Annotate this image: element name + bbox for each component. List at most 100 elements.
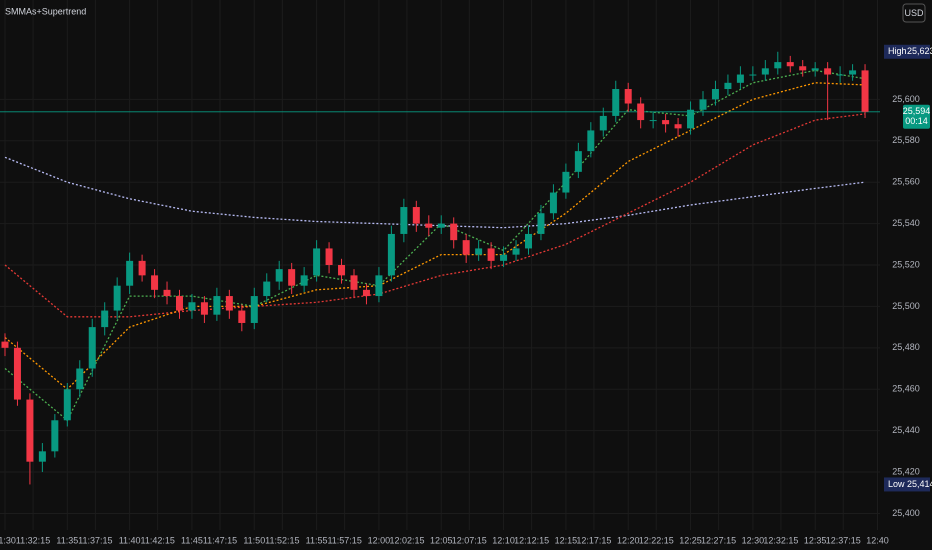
y-tick-label: 25,420 (892, 466, 920, 476)
x-tick-label: 12:17:15 (576, 535, 611, 545)
candle-body (1, 341, 9, 348)
x-tick-label: 11:30 (0, 535, 16, 545)
candle-body (300, 275, 308, 286)
candle-body (724, 82, 732, 90)
candle-body (362, 289, 370, 297)
y-tick-label: 25,560 (892, 177, 920, 187)
candle-body (811, 68, 819, 71)
candle-body (225, 296, 233, 311)
x-tick-label: 12:32:15 (763, 535, 798, 545)
last-price-box (903, 104, 930, 129)
candle-body (126, 260, 134, 286)
candle-body (313, 248, 321, 276)
candle-body (462, 240, 470, 255)
candle-body (662, 120, 670, 125)
candle-body (38, 451, 46, 462)
candle-body (624, 89, 632, 104)
low-marker-value: 25,414 (907, 479, 932, 489)
candle-body (400, 207, 408, 234)
candle-body (188, 302, 196, 311)
candle-body (437, 223, 445, 228)
x-tick-label: 11:37:15 (78, 535, 112, 545)
candle-body (537, 213, 545, 234)
x-tick-label: 11:42:15 (140, 535, 174, 545)
high-marker-value: 25,623 (907, 46, 932, 56)
y-tick-label: 25,400 (892, 508, 920, 518)
candle-body (425, 223, 433, 228)
y-tick-label: 25,480 (892, 342, 920, 352)
candle-body (500, 254, 508, 261)
candle-body (412, 207, 420, 224)
x-tick-label: 12:02:15 (389, 535, 424, 545)
candle-body (338, 265, 346, 276)
candle-body (288, 269, 296, 286)
indicator-line (4, 69, 866, 422)
candle-body (687, 109, 695, 129)
candle-body (711, 89, 719, 100)
candle-body (574, 151, 582, 172)
candle-body (151, 275, 159, 290)
candle-body (450, 223, 458, 241)
candle-body (637, 103, 645, 121)
candle-body (26, 399, 34, 462)
candle-body (524, 233, 532, 249)
last-price-countdown: 00:14 (905, 116, 928, 126)
x-tick-label: 12:10 (492, 535, 515, 545)
y-tick-label: 25,460 (892, 384, 920, 394)
candle-body (88, 327, 96, 369)
candle-body (63, 389, 71, 421)
y-tick-label: 25,540 (892, 218, 920, 228)
high-marker-box (884, 44, 930, 59)
x-tick-label: 12:35 (804, 535, 827, 545)
x-tick-label: 12:40 (866, 535, 889, 545)
y-tick-label: 25,600 (892, 94, 920, 104)
candle-body (849, 70, 857, 75)
candle-body (238, 310, 246, 323)
x-tick-label: 11:32:15 (16, 535, 50, 545)
candle-body (549, 192, 557, 214)
candle-body (163, 289, 171, 297)
candle-body (325, 248, 333, 265)
candle-body (674, 124, 682, 129)
candle-body (113, 285, 121, 311)
y-tick-label: 25,440 (892, 425, 920, 435)
x-tick-label: 12:15 (555, 535, 578, 545)
x-tick-label: 12:20 (617, 535, 640, 545)
candle-body (387, 233, 395, 276)
candle-body (861, 70, 869, 112)
currency[interactable]: USD (904, 8, 924, 18)
x-tick-label: 11:45 (181, 535, 203, 545)
candle-body (774, 62, 782, 69)
x-tick-label: 11:52:15 (265, 535, 299, 545)
candle-body (213, 296, 221, 315)
low-marker-label: Low (888, 479, 905, 489)
candle-body (749, 74, 757, 76)
candle-body (562, 171, 570, 193)
x-tick-label: 11:50 (243, 535, 265, 545)
candle-body (487, 248, 495, 261)
candle-body (101, 310, 109, 328)
candle-body (200, 302, 208, 315)
candle-body (350, 275, 358, 290)
x-tick-label: 12:05 (430, 535, 453, 545)
candle-body (13, 347, 21, 400)
x-tick-label: 11:40 (119, 535, 141, 545)
x-tick-label: 11:55 (306, 535, 328, 545)
last-price-value: 25,594 (903, 106, 931, 116)
x-tick-label: 12:07:15 (452, 535, 487, 545)
candle-body (699, 99, 707, 110)
x-tick-label: 12:00 (368, 535, 391, 545)
x-tick-label: 12:22:15 (639, 535, 674, 545)
candle-body (824, 68, 832, 75)
candle-body (51, 420, 59, 452)
candle-body (263, 281, 271, 297)
low-marker-box (884, 477, 930, 492)
currency-box[interactable] (902, 3, 926, 23)
candle-body (76, 368, 84, 390)
x-tick-label: 11:47:15 (203, 535, 237, 545)
y-tick-label: 25,580 (892, 135, 920, 145)
x-tick-label: 11:35 (56, 535, 78, 545)
x-tick-label: 12:27:15 (701, 535, 736, 545)
x-tick-label: 12:37:15 (826, 535, 861, 545)
